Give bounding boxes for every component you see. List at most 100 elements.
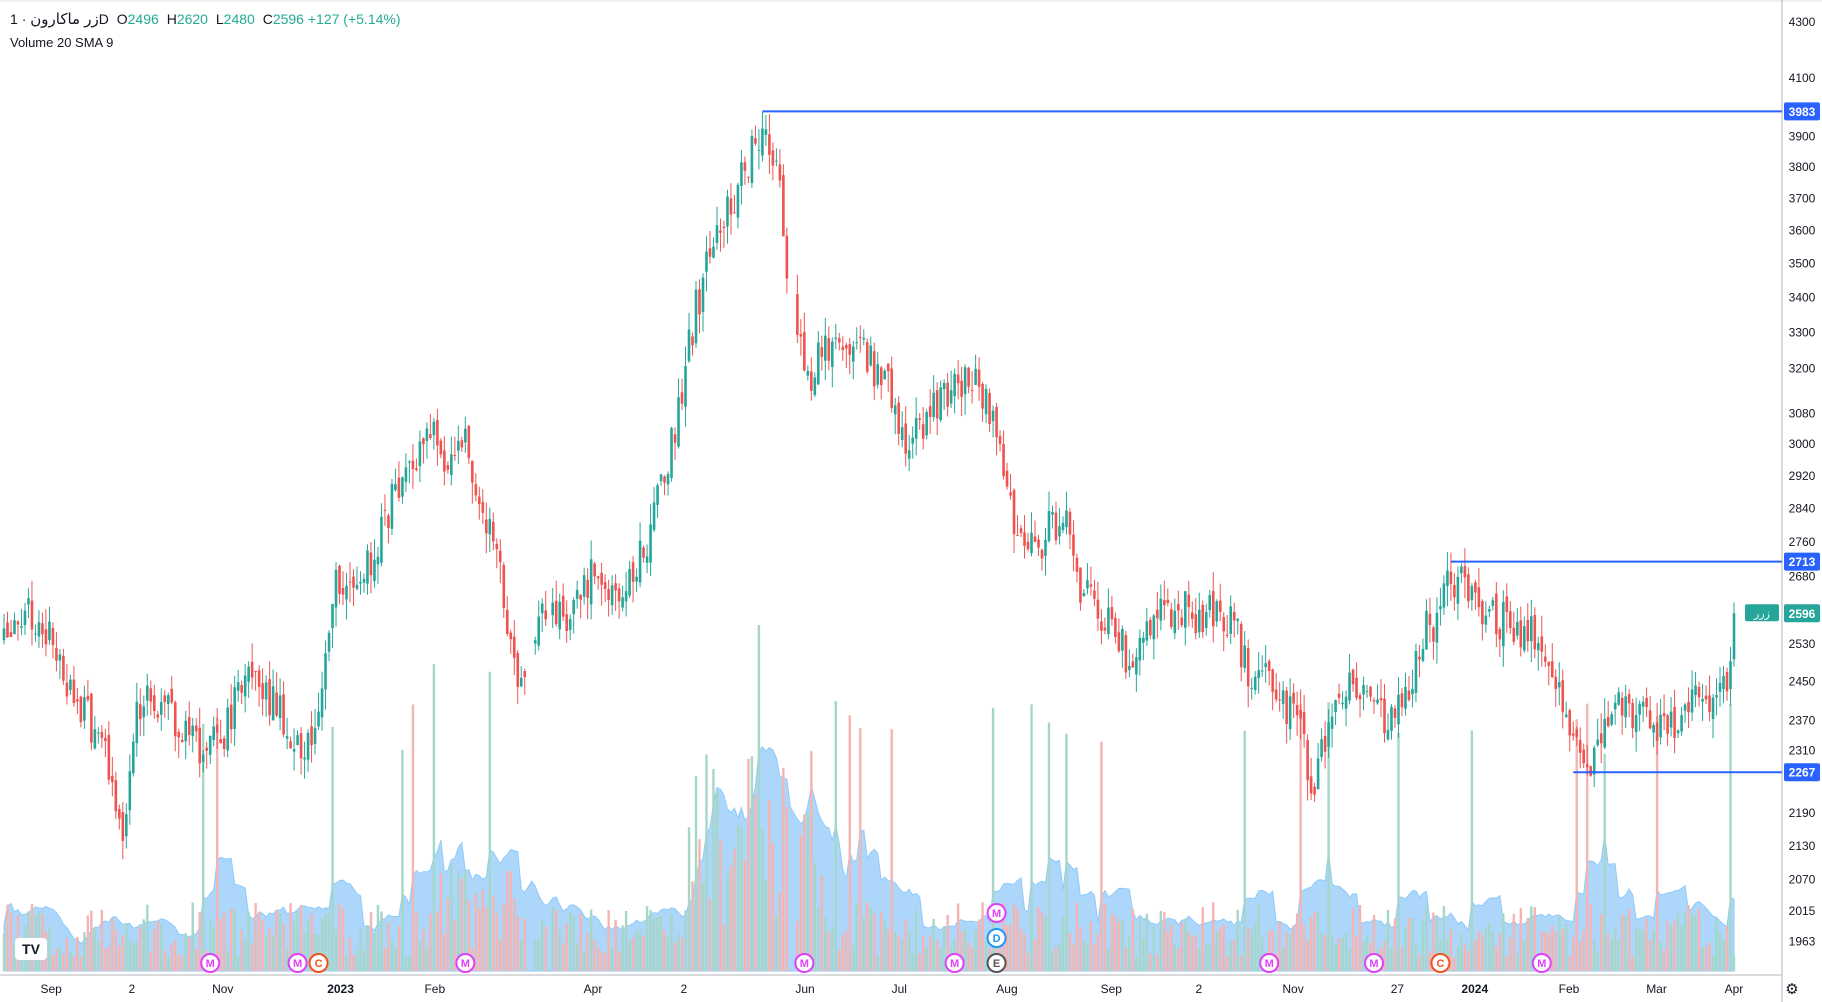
symbol-name[interactable]: زر ماکارون — [30, 11, 99, 28]
candle-body — [432, 421, 436, 436]
x-tick-label: Jul — [892, 982, 907, 996]
candle-body — [443, 450, 446, 472]
candle-body — [1253, 676, 1257, 691]
candle-body — [659, 474, 663, 482]
settings-icon[interactable]: ⚙ — [1785, 980, 1799, 998]
event-marker[interactable] — [794, 953, 815, 973]
candle-body — [1369, 686, 1372, 697]
volume-bar — [834, 701, 837, 971]
candle-body — [565, 614, 568, 632]
candle-body — [1100, 621, 1103, 631]
volume-bar — [1278, 922, 1281, 971]
volume-bar — [146, 904, 149, 971]
candle-body — [1397, 694, 1400, 725]
volume-bar — [1708, 942, 1711, 971]
volume-bar — [467, 900, 471, 971]
candle-body — [1166, 599, 1170, 603]
event-marker-label: M — [1537, 958, 1546, 970]
volume-bar — [132, 943, 135, 971]
event-marker[interactable] — [986, 928, 1007, 948]
x-tick-label: Mar — [1646, 982, 1667, 996]
volume-bar — [488, 671, 491, 971]
candle-body — [1285, 690, 1288, 725]
volume-bar — [607, 910, 610, 971]
candle-body — [858, 336, 862, 339]
candle-body — [1498, 629, 1502, 640]
volume-bar — [921, 936, 925, 971]
x-tick-label: Nov — [1282, 982, 1303, 996]
volume-bar — [1704, 946, 1708, 971]
volume-bar — [1229, 942, 1232, 971]
volume-bar — [984, 936, 988, 971]
candle-body — [1320, 739, 1323, 758]
volume-bar — [1103, 903, 1107, 971]
volume-bar — [673, 942, 677, 971]
candle-body — [1222, 617, 1226, 632]
event-marker[interactable] — [200, 953, 221, 973]
event-marker[interactable] — [1430, 953, 1451, 973]
volume-bar — [69, 950, 72, 971]
event-marker[interactable] — [1259, 953, 1280, 973]
y-tick-label: 3800 — [1789, 160, 1816, 174]
volume-bar — [960, 931, 963, 971]
volume-bar — [79, 956, 83, 971]
event-marker[interactable] — [287, 953, 308, 973]
candle-body — [1218, 600, 1222, 612]
volume-bar — [1065, 733, 1068, 971]
interval-label[interactable]: 1D — [10, 11, 109, 27]
volume-bar — [93, 928, 97, 971]
volume-bar — [963, 929, 967, 971]
candle-body — [55, 648, 58, 661]
volume-bar — [502, 904, 505, 971]
volume-bar — [275, 910, 278, 971]
level-price-tag — [1784, 102, 1820, 121]
volume-bar — [474, 893, 478, 971]
volume-bar — [1383, 941, 1386, 971]
volume-bar — [1212, 902, 1215, 971]
event-marker[interactable] — [1531, 953, 1552, 973]
candle-body — [215, 724, 219, 733]
candle-body — [1180, 617, 1184, 626]
candle-body — [429, 434, 432, 439]
volume-bar — [817, 908, 820, 971]
event-marker[interactable] — [1364, 953, 1385, 973]
logo-badge[interactable] — [15, 938, 47, 960]
event-marker[interactable] — [944, 953, 965, 973]
x-tick-label: Jun — [795, 982, 814, 996]
volume-bar — [195, 948, 198, 971]
volume-bar — [317, 934, 320, 971]
candle-body — [1072, 534, 1075, 556]
candle-body — [208, 735, 212, 755]
volume-indicator-label[interactable]: Volume 20 SMA 9 — [10, 35, 114, 50]
y-tick-label: 1963 — [1789, 935, 1816, 949]
candle-body — [1194, 614, 1198, 634]
volume-bar — [1030, 704, 1033, 971]
volume-bar — [750, 756, 754, 971]
candle-body — [1662, 713, 1666, 717]
event-marker[interactable] — [986, 903, 1007, 923]
candle-body — [879, 367, 883, 386]
y-tick-label: 3600 — [1789, 223, 1816, 237]
volume-bar — [1285, 932, 1288, 971]
volume-bar — [1505, 956, 1509, 971]
volume-bar — [1040, 912, 1044, 971]
logo-mark: TV — [22, 941, 41, 957]
volume-bar — [1135, 957, 1138, 971]
volume-bar — [1624, 915, 1627, 971]
volume-bar — [880, 912, 883, 971]
volume-bar — [1530, 906, 1533, 971]
volume-bar — [1645, 918, 1648, 971]
candle-body — [1089, 584, 1093, 587]
candle-body — [869, 345, 873, 366]
event-marker[interactable] — [455, 953, 476, 973]
event-marker[interactable] — [308, 953, 329, 973]
candle-body — [837, 338, 841, 343]
volume-bar — [1484, 928, 1488, 971]
event-marker[interactable] — [986, 953, 1007, 973]
volume-bar — [453, 920, 457, 971]
candle-body — [1732, 613, 1736, 660]
volume-bar — [935, 940, 939, 971]
x-tick-label: 2 — [681, 982, 688, 996]
